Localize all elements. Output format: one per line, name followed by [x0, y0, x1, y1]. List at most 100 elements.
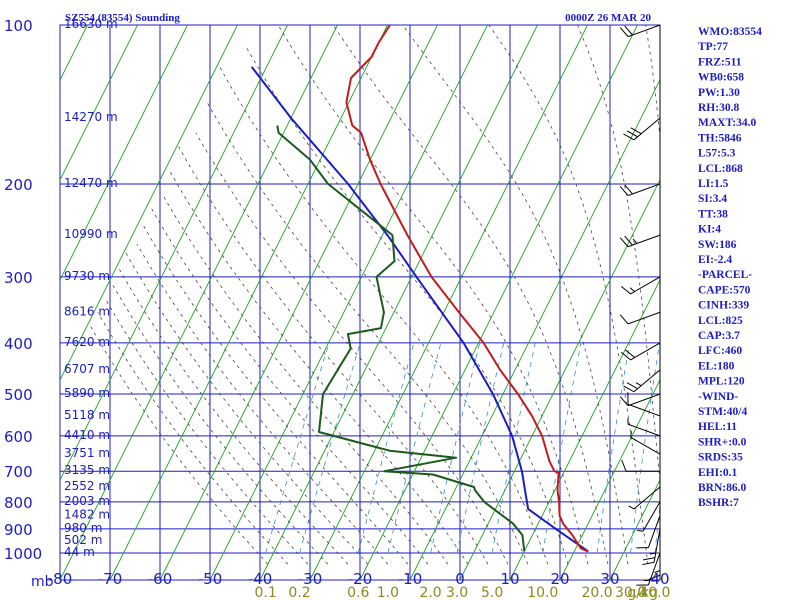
wind-barb-flag — [619, 396, 629, 407]
pressure-label-900: 900 — [4, 521, 33, 539]
wind-barb — [647, 552, 661, 586]
wind-barb — [630, 276, 661, 295]
wind-barb-flag — [630, 431, 633, 438]
index-line: LCL:825 — [698, 315, 743, 327]
moist-adiabat — [149, 205, 429, 565]
moist-adiabat — [162, 194, 449, 565]
height-label: 9730 m — [64, 269, 110, 283]
mixing-ratio-line — [430, 342, 481, 554]
moist-adiabat — [125, 252, 369, 565]
wind-barb-flag — [630, 127, 642, 135]
height-label: 7620 m — [64, 335, 110, 349]
pressure-label-700: 700 — [4, 463, 33, 481]
wind-barb — [647, 515, 661, 548]
index-line: SHR+:0.0 — [698, 436, 747, 448]
wind-barb-flag — [628, 505, 635, 510]
wind-barb-flag — [626, 382, 638, 390]
height-label: 2552 m — [64, 479, 110, 493]
height-label: 14270 m — [64, 110, 118, 124]
wind-barb — [633, 117, 661, 141]
wind-barb-flag — [623, 133, 635, 141]
temp-tick-label: -60 — [148, 570, 173, 588]
temp-tick-label: -10 — [398, 570, 423, 588]
height-label: 8616 m — [64, 304, 110, 318]
height-label: 980 m — [64, 521, 102, 535]
pressure-label-300: 300 — [4, 269, 33, 287]
wind-barb-flag — [629, 287, 635, 292]
index-line: CAPE:570 — [698, 284, 751, 296]
height-label: 16630 m — [64, 17, 118, 31]
wind-barb — [630, 436, 661, 455]
mixing-ratio-label: 0.2 — [288, 585, 310, 600]
index-line: L57:5.3 — [698, 148, 736, 160]
wind-barb-flag — [619, 314, 629, 325]
height-label: 5118 m — [64, 408, 110, 422]
mixing-ratio-line — [265, 342, 330, 554]
index-line: HEL:11 — [698, 421, 737, 433]
moist-adiabat — [206, 102, 529, 565]
mixing-ratio-label: 2.0 — [419, 585, 441, 600]
index-line: EHI:0.1 — [698, 467, 738, 479]
wind-barb-flag — [619, 186, 629, 196]
skewed-isotherm — [60, 25, 288, 482]
wind-barbs-layer — [619, 24, 661, 586]
index-line: SRDS:35 — [698, 452, 743, 464]
mixing-ratio-line — [357, 342, 415, 554]
mixing-ratio-line — [456, 342, 505, 554]
temp-tick-label: -70 — [98, 570, 123, 588]
mixing-ratio-line — [654, 502, 660, 554]
wind-barb-flag — [625, 349, 635, 358]
height-label: 44 m — [64, 545, 95, 559]
wind-barb-flag — [623, 385, 635, 393]
height-label: 10990 m — [64, 227, 118, 241]
mixing-ratio-label: 40.0 — [639, 585, 670, 600]
height-label: 3135 m — [64, 463, 110, 477]
pressure-label-1000: 1000 — [4, 545, 42, 563]
temp-tick-label: 0 — [455, 570, 465, 588]
thermo-lines-layer — [60, 25, 660, 580]
temp-tick-label: 40 — [650, 570, 669, 588]
index-line: MPL:120 — [698, 376, 745, 388]
index-line: CINH:339 — [698, 300, 749, 312]
mixing-ratio-label: 1.0 — [377, 585, 399, 600]
mixing-ratio-label: 5.0 — [481, 585, 503, 600]
moist-adiabat — [245, 46, 569, 565]
index-line: EL:180 — [698, 360, 735, 372]
moist-adiabat — [195, 132, 509, 565]
skewed-isotherm — [209, 25, 488, 580]
index-line: BSHR:7 — [698, 497, 739, 509]
height-label: 2003 m — [64, 494, 110, 508]
wind-barb — [627, 24, 661, 38]
index-line: RH:30.8 — [698, 102, 739, 114]
skewed-isotherm — [459, 178, 660, 580]
wind-barb-flag — [619, 237, 629, 248]
chart-title: SZ554 (83554) Sounding — [65, 12, 180, 24]
mixing-ratio-label: 30.0 — [615, 585, 646, 600]
skewed-isotherm — [509, 278, 660, 580]
moist-adiabat — [118, 268, 349, 565]
moist-adiabat — [170, 171, 469, 565]
temp-tick-label: 10 — [500, 570, 519, 588]
index-line: LI:1.5 — [698, 178, 729, 190]
temp-tick-label: -20 — [348, 570, 373, 588]
skewed-isotherm — [159, 25, 438, 580]
index-line: TH:5846 — [698, 132, 742, 144]
index-line: WMO:83554 — [698, 26, 762, 38]
moist-adiabat — [219, 66, 549, 565]
mixing-ratio-label: 10.0 — [527, 585, 558, 600]
height-label: 12470 m — [64, 176, 118, 190]
skewed-isotherm — [60, 25, 188, 282]
pressure-label-200: 200 — [4, 176, 33, 194]
moist-adiabat — [277, 25, 589, 565]
moist-adiabat — [577, 25, 660, 487]
moist-adiabat — [143, 225, 409, 565]
index-line: -PARCEL- — [698, 269, 752, 281]
profiles-layer — [250, 25, 589, 553]
moist-adiabat — [105, 298, 309, 565]
dewpoint-line — [276, 125, 526, 552]
skewed-isotherm — [409, 78, 660, 580]
moist-adiabat — [97, 312, 289, 565]
pressure-label-500: 500 — [4, 386, 33, 404]
temp-tick-label: -80 — [48, 570, 73, 588]
